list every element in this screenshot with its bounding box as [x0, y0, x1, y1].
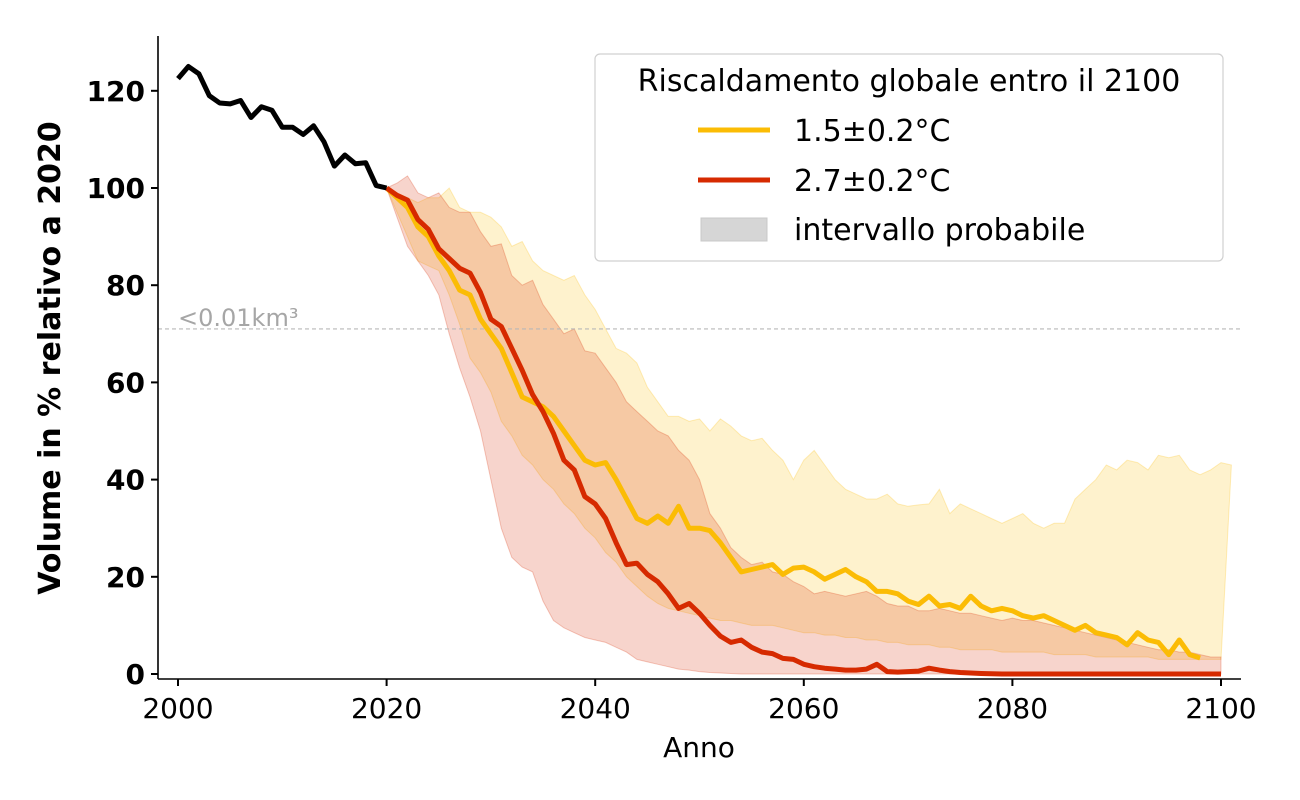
legend: Riscaldamento globale entro il 2100 1.5±…	[594, 53, 1224, 262]
x-tick-label: 2080	[977, 692, 1048, 725]
series-line-2-7c	[385, 185, 1221, 677]
likely-range-band-1-5c	[385, 186, 1232, 660]
series-line-1-5c	[384, 186, 1201, 661]
legend-label-2-7c: 2.7±0.2°C	[794, 164, 951, 199]
legend-swatch-likely-range	[700, 217, 768, 242]
x-tick-label: 2020	[351, 692, 422, 725]
y-tick-label: 40	[106, 464, 145, 497]
legend-title: Riscaldamento globale entro il 2100	[638, 64, 1181, 99]
x-tick-label: 2100	[1185, 692, 1256, 725]
y-axis-title: Volume in % relativo a 2020	[33, 121, 68, 595]
likely-range-band-2-7c	[385, 175, 1222, 675]
historical-line	[176, 64, 388, 191]
legend-label-likely-range: intervallo probabile	[794, 213, 1085, 248]
y-tick-label: 60	[106, 366, 145, 399]
y-tick-label: 0	[126, 658, 145, 691]
y-tick-label: 20	[106, 561, 145, 594]
x-axis-title: Anno	[663, 731, 735, 764]
legend-label-1-5c: 1.5±0.2°C	[794, 114, 951, 149]
x-tick-label: 2000	[142, 692, 213, 725]
x-tick-label: 2040	[560, 692, 631, 725]
y-tick-label: 120	[87, 75, 145, 108]
y-tick-label: 80	[106, 269, 145, 302]
y-tick-label: 100	[87, 172, 145, 205]
x-tick-label: 2060	[768, 692, 839, 725]
legend-frame	[594, 53, 1224, 262]
threshold-annotation: <0.01km³	[178, 304, 298, 332]
plot-area	[158, 64, 1241, 677]
